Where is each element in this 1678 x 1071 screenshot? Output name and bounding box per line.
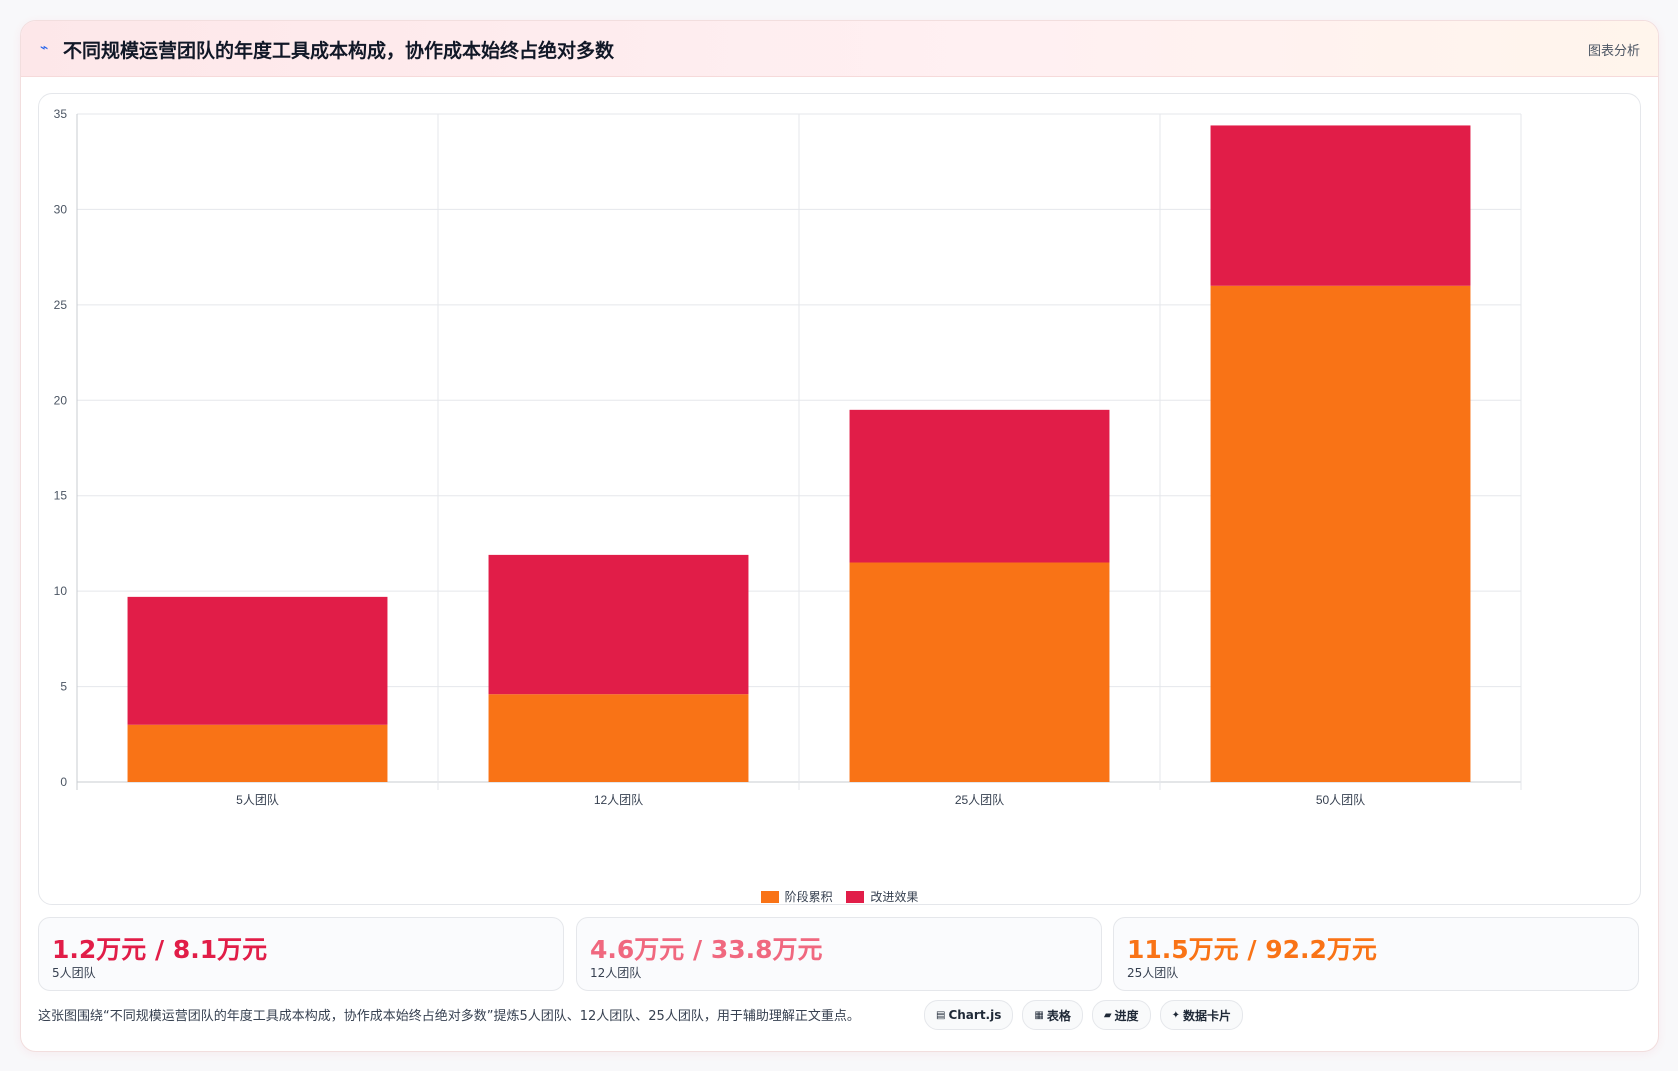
bar-segment: [488, 554, 749, 695]
bar-segment: [488, 694, 749, 782]
y-tick-label: 35: [54, 107, 68, 121]
stat-cards: 1.2万元 / 8.1万元 5人团队 4.6万元 / 33.8万元 12人团队 …: [38, 917, 1640, 991]
y-tick-label: 30: [54, 202, 68, 216]
tag-label: 数据卡片: [1182, 1008, 1231, 1023]
chart-line-icon: ⌁: [40, 40, 49, 56]
stat-value: 11.5万元 / 92.2万元: [1127, 935, 1377, 964]
y-tick-label: 20: [54, 393, 68, 407]
x-tick-label: 5人团队: [236, 792, 279, 807]
y-tick-label: 25: [54, 298, 68, 312]
y-tick-label: 10: [54, 584, 68, 598]
stacked-bar-chart: 0 5 10 15 20 25 30 35 5人团队 12人团队 25人团队 50人团队: [54, 107, 1522, 807]
legend-item-series-2[interactable]: 改进效果: [846, 888, 918, 905]
stat-label: 12人团队: [590, 966, 642, 980]
footer-tags: ▤ Chart.js ▦ 表格 ▰ 进度 ✦ 数据卡片: [924, 1000, 1243, 1030]
x-tick-label: 50人团队: [1316, 792, 1365, 807]
stat-label: 5人团队: [52, 966, 96, 980]
tag-table[interactable]: ▦ 表格: [1022, 1000, 1083, 1030]
chart-panel: ⌁ 不同规模运营团队的年度工具成本构成，协作成本始终占绝对多数 图表分析 0 5 1…: [20, 20, 1659, 1052]
legend-swatch: [846, 890, 865, 903]
bar-segment: [127, 724, 388, 782]
bar-segment: [127, 596, 388, 725]
legend-swatch: [760, 890, 779, 903]
tag-label: Chart.js: [948, 1008, 1002, 1022]
chart-analysis-link[interactable]: 图表分析: [1587, 44, 1640, 59]
bar-segment: [1210, 285, 1471, 782]
y-tick-label: 15: [54, 489, 68, 503]
chart-description: 这张图围绕“不同规模运营团队的年度工具成本构成，协作成本始终占绝对多数”提炼5人…: [38, 1009, 860, 1024]
stat-card: 4.6万元 / 33.8万元 12人团队: [576, 917, 1102, 991]
chart-title: 不同规模运营团队的年度工具成本构成，协作成本始终占绝对多数: [63, 40, 615, 62]
progress-icon: ▰: [1103, 1009, 1112, 1021]
stat-card: 1.2万元 / 8.1万元 5人团队: [38, 917, 564, 991]
tag-chartjs[interactable]: ▤ Chart.js: [924, 1000, 1014, 1030]
table-icon: ▦: [1034, 1009, 1044, 1021]
y-tick-label: 0: [60, 775, 67, 789]
legend-label: 阶段累积: [784, 890, 833, 904]
stat-value: 4.6万元 / 33.8万元: [590, 935, 823, 964]
bar-segment: [1210, 125, 1471, 286]
tag-data-cards[interactable]: ✦ 数据卡片: [1159, 1000, 1243, 1030]
tag-progress[interactable]: ▰ 进度: [1091, 1000, 1151, 1030]
panel-header: ⌁ 不同规模运营团队的年度工具成本构成，协作成本始终占绝对多数 图表分析: [21, 21, 1658, 77]
stat-card: 11.5万元 / 92.2万元 25人团队: [1113, 917, 1639, 991]
sparkle-icon: ✦: [1171, 1009, 1180, 1021]
chart-legend: 阶段累积 改进效果: [39, 888, 1640, 906]
stat-value: 1.2万元 / 8.1万元: [52, 935, 268, 964]
x-tick-label: 12人团队: [594, 792, 643, 807]
bar-segment: [849, 562, 1110, 782]
tag-label: 进度: [1114, 1008, 1139, 1023]
chart-icon: ▤: [936, 1009, 946, 1021]
y-tick-label: 5: [60, 680, 67, 694]
legend-label: 改进效果: [870, 890, 919, 904]
tag-label: 表格: [1046, 1008, 1071, 1023]
legend-item-series-1[interactable]: 阶段累积: [760, 888, 833, 905]
chart-card: 0 5 10 15 20 25 30 35 5人团队 12人团队 25人团队 50人团队 阶段累积 改…: [38, 93, 1641, 905]
bar-segment: [849, 409, 1110, 563]
stat-label: 25人团队: [1127, 966, 1179, 980]
x-tick-label: 25人团队: [955, 792, 1004, 807]
